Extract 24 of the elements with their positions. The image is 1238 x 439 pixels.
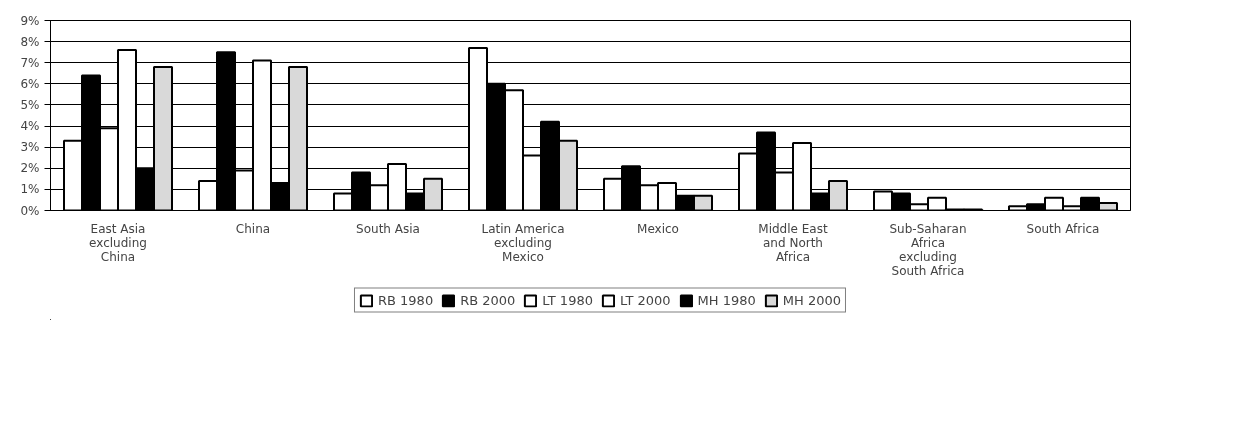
y-tick-label: 4%	[20, 119, 40, 134]
legend-label: RB 1980	[377, 292, 434, 308]
y-tick-label: 6%	[20, 76, 40, 91]
y-tick-label: 1%	[20, 182, 40, 197]
x-tick-label: China	[235, 221, 271, 236]
legend-label: MH 1980	[697, 292, 756, 308]
y-tick-label: 9%	[20, 13, 40, 28]
y-tick-label: 8%	[20, 34, 40, 49]
legend-label: RB 2000	[460, 292, 516, 308]
x-tick-label: East Asia excluding China	[89, 221, 147, 264]
x-tick-label: Latin America excluding Mexico	[481, 221, 565, 264]
legend-label: MH 2000	[782, 292, 842, 308]
y-tick-label: 7%	[20, 55, 40, 70]
x-tick-label: South Asia	[356, 221, 420, 236]
x-tick-label: Sub-Saharan Africa excluding South Africa	[889, 221, 967, 278]
legend-label: LT 1980	[542, 292, 593, 308]
legend-label: LT 2000	[619, 292, 671, 308]
x-tick-label: Middle East and North Africa	[758, 221, 828, 264]
y-tick-label: 3%	[20, 140, 40, 155]
y-tick-label: 2%	[20, 161, 40, 176]
y-tick-label: 5%	[20, 97, 40, 112]
y-tick-label: 0%	[20, 203, 40, 218]
x-tick-label: Mexico	[637, 221, 679, 236]
x-tick-label: South Africa	[1026, 221, 1100, 236]
